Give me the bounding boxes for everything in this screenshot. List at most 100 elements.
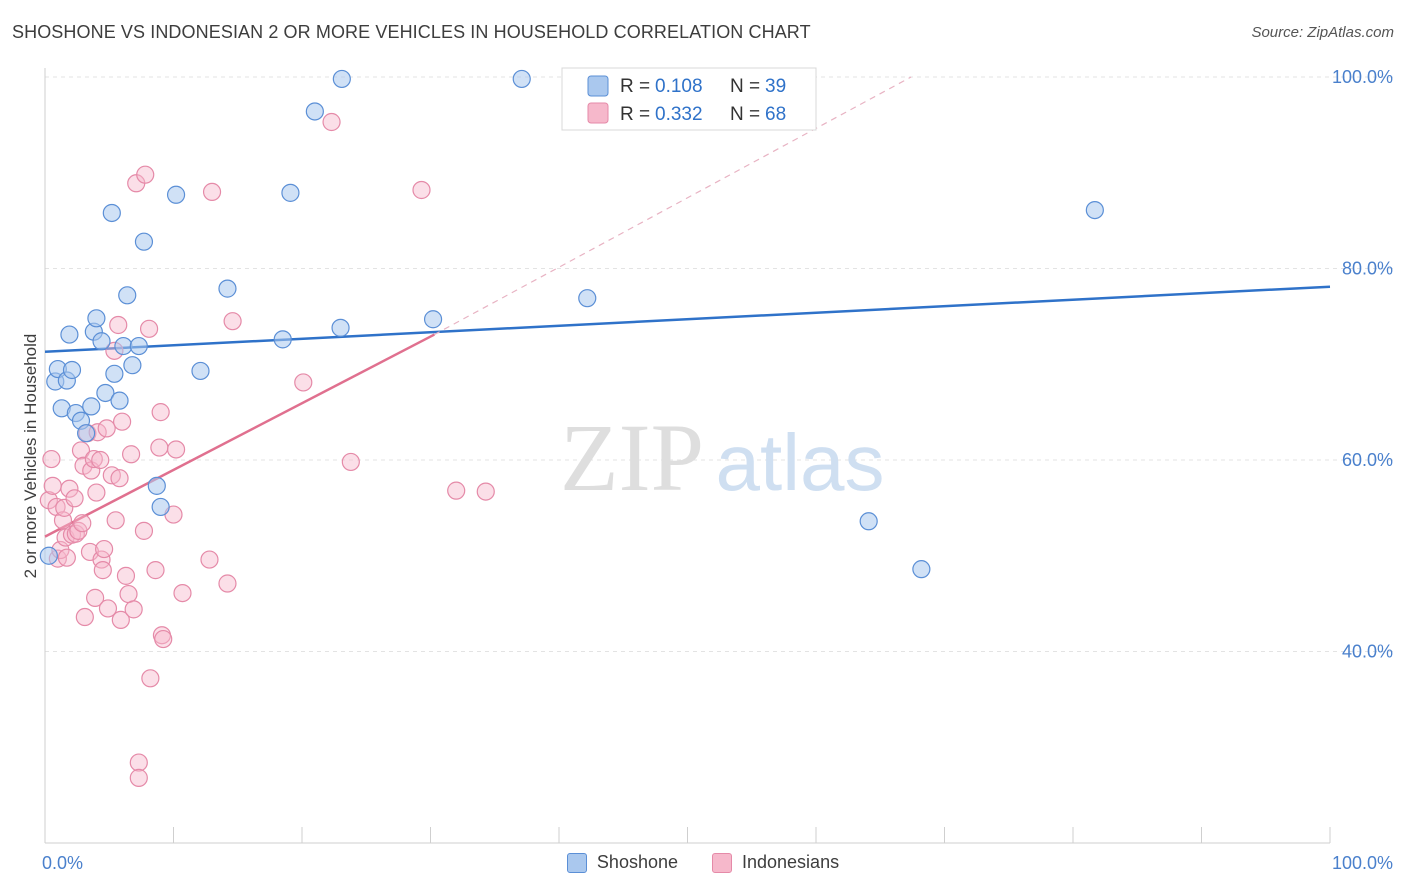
point-indonesians bbox=[134, 521, 154, 540]
trend-line-indonesians-extension bbox=[434, 76, 912, 336]
legend-r-value-indonesians: 0.332 bbox=[655, 104, 703, 125]
trend-line-shoshone bbox=[44, 285, 1331, 354]
point-indonesians bbox=[447, 481, 466, 500]
point-indonesians bbox=[200, 550, 219, 569]
point-indonesians bbox=[121, 445, 141, 464]
point-indonesians bbox=[129, 768, 148, 787]
point-indonesians bbox=[119, 584, 138, 604]
point-shoshone bbox=[118, 286, 137, 305]
point-shoshone bbox=[1085, 200, 1104, 220]
point-indonesians bbox=[412, 180, 431, 200]
point-shoshone bbox=[110, 391, 129, 410]
legend-item-shoshone[interactable]: Shoshone bbox=[566, 852, 678, 873]
point-indonesians bbox=[150, 438, 169, 457]
gridlines bbox=[45, 76, 1393, 652]
point-indonesians bbox=[60, 479, 79, 498]
point-shoshone bbox=[123, 356, 142, 375]
trend-lines bbox=[44, 76, 1331, 538]
legend-swatch-indonesians bbox=[587, 102, 609, 124]
point-shoshone bbox=[331, 318, 350, 337]
source-label: Source: ZipAtlas.com bbox=[1251, 24, 1394, 41]
point-shoshone bbox=[82, 397, 101, 416]
point-indonesians bbox=[73, 514, 92, 533]
point-indonesians bbox=[98, 599, 118, 618]
point-indonesians bbox=[139, 319, 159, 338]
watermark-atlas: atlas bbox=[716, 418, 885, 507]
watermark: ZIP atlas bbox=[560, 404, 884, 511]
point-shoshone bbox=[147, 476, 166, 495]
chart-title: SHOSHONE VS INDONESIAN 2 OR MORE VEHICLE… bbox=[12, 22, 811, 42]
y-tick-label: 60.0% bbox=[1342, 450, 1393, 470]
point-indonesians bbox=[75, 607, 94, 627]
point-indonesians bbox=[43, 476, 62, 495]
point-shoshone bbox=[273, 330, 292, 349]
legend-n-label-shoshone: N = bbox=[730, 76, 760, 97]
legend-n-value-shoshone: 39 bbox=[765, 76, 786, 97]
point-indonesians bbox=[166, 440, 186, 459]
point-shoshone bbox=[102, 203, 121, 223]
watermark-zip: ZIP bbox=[560, 404, 704, 511]
point-shoshone bbox=[332, 69, 351, 89]
legend-swatch-shoshone-bottom bbox=[566, 852, 587, 873]
point-indonesians bbox=[173, 583, 192, 603]
point-shoshone bbox=[578, 289, 597, 308]
point-indonesians bbox=[95, 539, 114, 559]
correlation-legend: R = 0.108 N = 39 R = 0.332 N = 68 bbox=[561, 67, 817, 131]
point-shoshone bbox=[281, 183, 300, 202]
point-indonesians bbox=[294, 373, 313, 392]
point-indonesians bbox=[106, 511, 125, 530]
x-tick-label: 0.0% bbox=[42, 853, 83, 873]
point-indonesians bbox=[112, 412, 132, 431]
point-shoshone bbox=[62, 360, 82, 380]
point-shoshone bbox=[87, 309, 106, 328]
point-shoshone bbox=[423, 310, 443, 329]
point-indonesians bbox=[154, 629, 173, 649]
point-shoshone bbox=[305, 102, 324, 121]
legend-r-label-indonesians: R = bbox=[620, 104, 650, 125]
point-indonesians bbox=[93, 561, 112, 580]
point-indonesians bbox=[42, 449, 61, 469]
legend-swatch-indonesians-bottom bbox=[712, 852, 732, 873]
point-shoshone bbox=[191, 361, 210, 381]
point-indonesians bbox=[57, 548, 76, 567]
point-shoshone bbox=[39, 546, 58, 565]
point-indonesians bbox=[110, 469, 129, 488]
legend-n-label-indonesians: N = bbox=[730, 104, 760, 125]
point-indonesians bbox=[218, 574, 237, 593]
point-indonesians bbox=[87, 483, 106, 502]
point-shoshone bbox=[166, 185, 186, 204]
legend-label-indonesians: Indonesians bbox=[742, 852, 840, 872]
point-shoshone bbox=[77, 424, 96, 443]
point-shoshone bbox=[60, 325, 79, 344]
point-indonesians bbox=[91, 450, 110, 470]
point-indonesians bbox=[141, 669, 160, 688]
point-indonesians bbox=[111, 610, 130, 630]
point-indonesians bbox=[71, 441, 91, 460]
series-legend: Shoshone Indonesians bbox=[0, 852, 1406, 873]
point-indonesians bbox=[116, 566, 136, 585]
legend-item-indonesians[interactable]: Indonesians bbox=[712, 852, 839, 873]
point-shoshone bbox=[151, 497, 170, 517]
point-indonesians bbox=[146, 561, 165, 580]
y-tick-label: 40.0% bbox=[1342, 642, 1393, 662]
point-indonesians bbox=[341, 452, 360, 472]
point-indonesians bbox=[476, 482, 495, 501]
point-shoshone bbox=[114, 336, 133, 356]
point-shoshone bbox=[105, 364, 124, 383]
point-indonesians bbox=[202, 182, 222, 201]
legend-label-shoshone: Shoshone bbox=[596, 852, 678, 872]
y-tick-label: 80.0% bbox=[1342, 259, 1393, 279]
data-points bbox=[39, 69, 1104, 787]
point-indonesians bbox=[109, 315, 128, 335]
legend-n-value-indonesians: 68 bbox=[765, 104, 786, 125]
point-indonesians bbox=[66, 524, 85, 543]
x-tick-label: 100.0% bbox=[1332, 853, 1393, 873]
point-indonesians bbox=[84, 449, 103, 469]
point-shoshone bbox=[859, 512, 878, 531]
legend-r-value-shoshone: 0.108 bbox=[655, 76, 703, 97]
point-indonesians bbox=[136, 165, 155, 184]
point-shoshone bbox=[218, 279, 237, 298]
point-indonesians bbox=[65, 489, 84, 508]
trend-line-indonesians bbox=[44, 333, 435, 538]
point-indonesians bbox=[86, 588, 105, 607]
